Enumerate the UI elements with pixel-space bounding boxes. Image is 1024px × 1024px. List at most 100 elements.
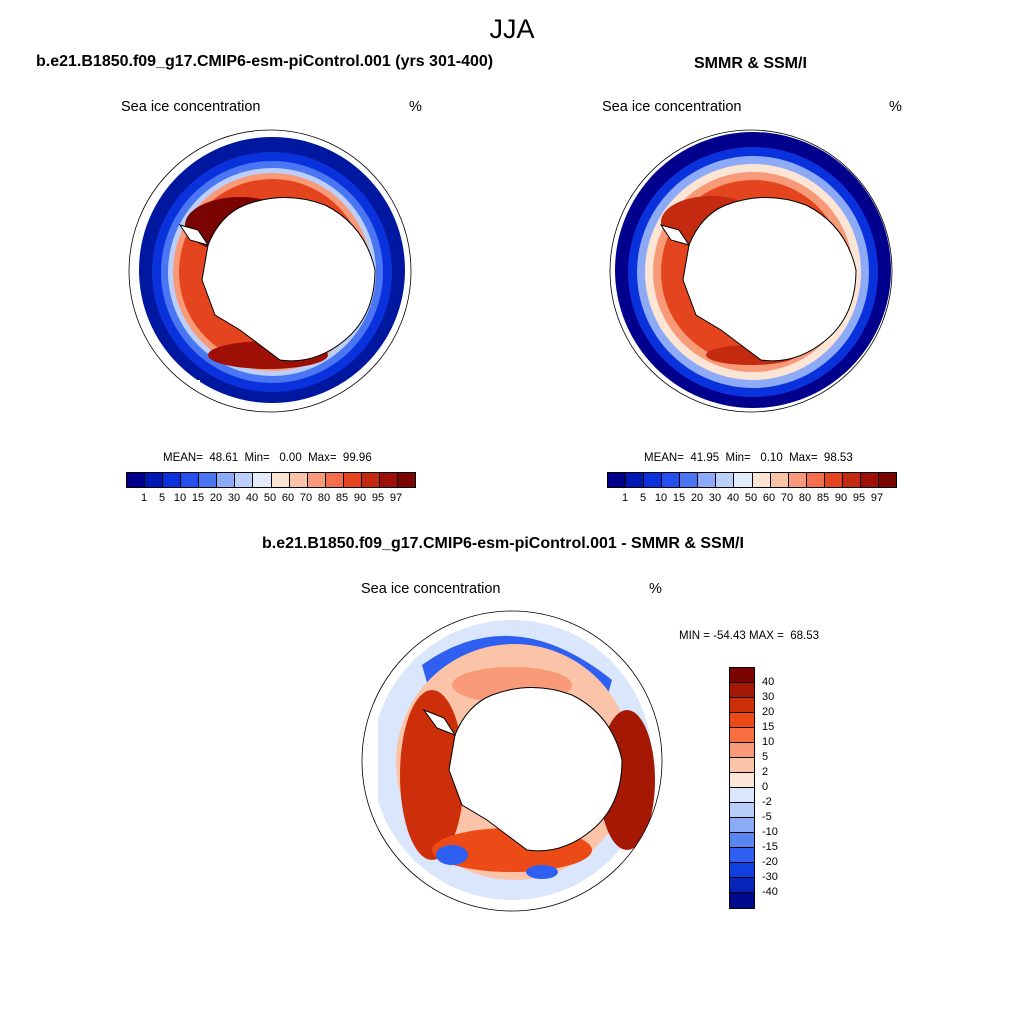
diff-colorbar-swatch: [730, 698, 754, 713]
obs-colorbar-label: 10: [654, 492, 668, 504]
diff-colorbar-swatch: [730, 713, 754, 728]
model-colorbar-swatch: [145, 473, 164, 487]
diff-colorbar-label: -5: [762, 811, 772, 823]
obs-colorbar-label: 70: [780, 492, 794, 504]
obs-panel-title: SMMR & SSM/I: [694, 55, 807, 72]
model-subtitle-units: %: [409, 99, 422, 115]
model-colorbar-swatch: [397, 473, 415, 487]
model-subtitle-variable: Sea ice concentration: [121, 99, 261, 115]
diff-colorbar-swatch: [730, 773, 754, 788]
obs-colorbar-swatch: [842, 473, 861, 487]
obs-colorbar-label: 60: [762, 492, 776, 504]
diff-colorbar-label: 40: [762, 676, 775, 688]
obs-colorbar-swatch: [680, 473, 699, 487]
diff-colorbar-swatch: [730, 893, 754, 908]
diff-colorbar-swatch: [730, 668, 754, 683]
model-colorbar-label: 70: [299, 492, 313, 504]
diff-subtitle-variable: Sea ice concentration: [361, 581, 501, 597]
model-colorbar-label: 40: [245, 492, 259, 504]
obs-colorbar-label: 85: [816, 492, 830, 504]
model-colorbar-label: 80: [317, 492, 331, 504]
model-colorbar-swatch: [217, 473, 236, 487]
obs-subtitle-units: %: [889, 99, 902, 115]
model-colorbar-swatch: [289, 473, 308, 487]
diff-subtitle-units: %: [649, 581, 662, 597]
diff-colorbar-swatch: [730, 788, 754, 803]
diff-colorbar-label: 10: [762, 736, 775, 748]
model-colorbar-swatch: [307, 473, 326, 487]
diff-colorbar-labels: 40 30 20 15 10 5 2 0 -2 -5 -10 -15 -20 -30 -40: [762, 667, 802, 907]
diff-polar-map: [361, 610, 663, 912]
model-colorbar-label: 90: [353, 492, 367, 504]
obs-colorbar-label: 80: [798, 492, 812, 504]
diff-panel-title: b.e21.B1850.f09_g17.CMIP6-esm-piControl.…: [262, 535, 744, 552]
page-title: JJA: [489, 14, 535, 44]
obs-colorbar-swatch: [860, 473, 879, 487]
obs-colorbar-label: 5: [639, 492, 647, 504]
model-colorbar-label: 50: [263, 492, 277, 504]
diff-colorbar-label: 30: [762, 691, 775, 703]
model-colorbar-swatch: [163, 473, 182, 487]
diff-colorbar-label: -40: [762, 886, 778, 898]
diff-colorbar-label: -20: [762, 856, 778, 868]
diff-colorbar-label: -15: [762, 841, 778, 853]
obs-colorbar-label: 50: [744, 492, 758, 504]
model-colorbar-label: 30: [227, 492, 241, 504]
obs-colorbar-swatch: [644, 473, 663, 487]
model-colorbar-swatch: [127, 473, 146, 487]
model-colorbar-label: 20: [209, 492, 223, 504]
diff-colorbar-swatch: [730, 878, 754, 893]
obs-colorbar-label: 1: [621, 492, 629, 504]
diff-colorbar-label: 5: [762, 751, 769, 763]
diff-colorbar: [729, 667, 755, 909]
diff-minmax: MIN = -54.43 MAX = 68.53: [679, 630, 819, 642]
diff-colorbar-label: -2: [762, 796, 772, 808]
model-colorbar-swatch: [181, 473, 200, 487]
model-colorbar-swatch: [361, 473, 380, 487]
obs-colorbar-label: 20: [690, 492, 704, 504]
model-colorbar-swatch: [235, 473, 254, 487]
model-colorbar-label: 97: [389, 492, 403, 504]
obs-colorbar-label: 15: [672, 492, 686, 504]
model-colorbar-labels: 1 5 10 15 20 30 40 50 60 70 80 85 90 95 97: [126, 492, 414, 506]
obs-colorbar-swatch: [626, 473, 645, 487]
obs-colorbar-label: 90: [834, 492, 848, 504]
diff-colorbar-swatch: [730, 833, 754, 848]
diff-colorbar-label: 20: [762, 706, 775, 718]
obs-polar-map: [609, 129, 893, 413]
diff-colorbar-swatch: [730, 863, 754, 878]
obs-colorbar-swatch: [698, 473, 717, 487]
diff-colorbar-label: 15: [762, 721, 775, 733]
diff-colorbar-label: -30: [762, 871, 778, 883]
obs-colorbar-swatch: [770, 473, 789, 487]
model-colorbar-swatch: [199, 473, 218, 487]
diff-colorbar-swatch: [730, 818, 754, 833]
obs-colorbar-label: 30: [708, 492, 722, 504]
obs-colorbar-swatch: [806, 473, 825, 487]
diff-colorbar-swatch: [730, 743, 754, 758]
model-colorbar-swatch: [343, 473, 362, 487]
model-colorbar: [126, 472, 416, 488]
obs-colorbar-labels: 1 5 10 15 20 30 40 50 60 70 80 85 90 95 97: [607, 492, 895, 506]
model-colorbar-label: 95: [371, 492, 385, 504]
obs-stats: MEAN= 41.95 Min= 0.10 Max= 98.53: [644, 452, 853, 464]
obs-colorbar-swatch: [662, 473, 681, 487]
diff-colorbar-swatch: [730, 758, 754, 773]
model-colorbar-swatch: [271, 473, 290, 487]
obs-colorbar-swatch: [878, 473, 896, 487]
obs-colorbar-swatch: [716, 473, 735, 487]
obs-colorbar-swatch: [752, 473, 771, 487]
diff-colorbar-label: -10: [762, 826, 778, 838]
obs-colorbar-label: 40: [726, 492, 740, 504]
diff-colorbar-swatch: [730, 848, 754, 863]
obs-colorbar-label: 97: [870, 492, 884, 504]
model-panel-title: b.e21.B1850.f09_g17.CMIP6-esm-piControl.…: [36, 53, 494, 70]
obs-colorbar-swatch: [608, 473, 627, 487]
model-colorbar-label: 1: [140, 492, 148, 504]
obs-subtitle-variable: Sea ice concentration: [602, 99, 742, 115]
diff-colorbar-swatch: [730, 728, 754, 743]
model-colorbar-label: 10: [173, 492, 187, 504]
model-colorbar-swatch: [379, 473, 398, 487]
obs-colorbar-label: 95: [852, 492, 866, 504]
model-polar-map: [128, 129, 412, 413]
